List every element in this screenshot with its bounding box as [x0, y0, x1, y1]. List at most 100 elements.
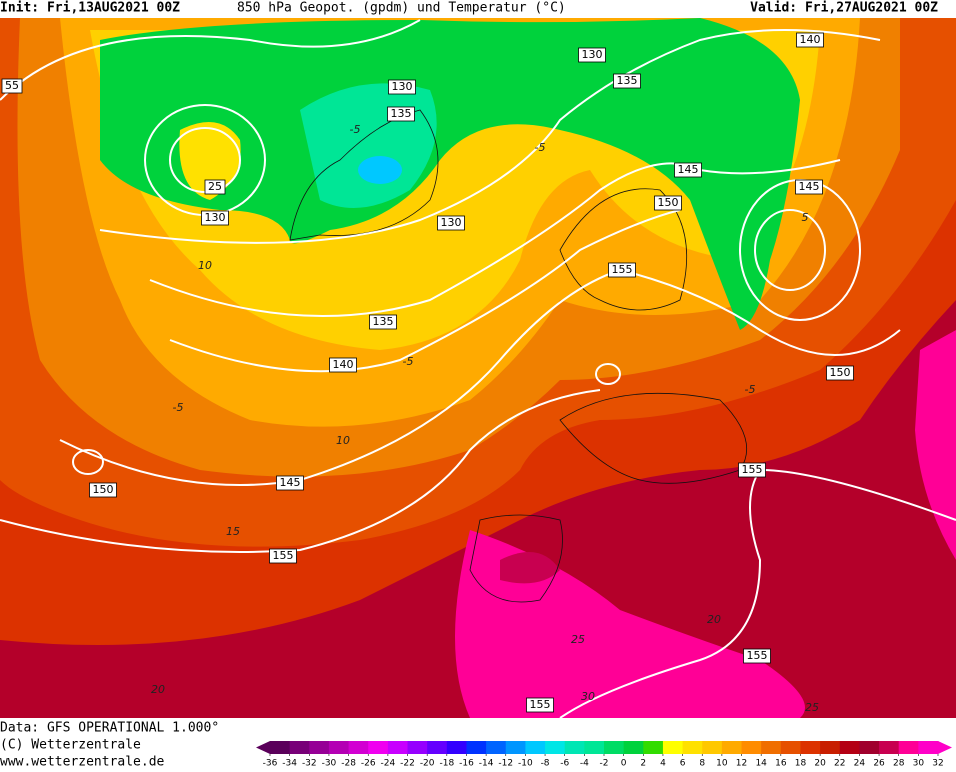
geopotential-label-box — [201, 210, 229, 226]
init-text: Init: Fri,13AUG2021 00Z — [0, 1, 180, 16]
colorbar-tick-label: -36 — [263, 759, 278, 769]
geopotential-label-box — [526, 697, 554, 713]
geopotential-label: 140 — [329, 357, 357, 373]
colorbar-box — [859, 741, 880, 754]
geopotential-label-text: 150 — [658, 196, 679, 209]
geopotential-label: 150 — [826, 365, 854, 381]
colorbar-tick-label: -16 — [459, 759, 474, 769]
geopotential-label-text: 135 — [617, 74, 638, 87]
geopotential-label-text: 155 — [747, 649, 768, 662]
geopotential-label: 145 — [795, 179, 823, 195]
colorbar-box — [662, 741, 684, 754]
colorbar-tick-label: 10 — [716, 759, 728, 769]
geopotential-label: 150 — [89, 482, 117, 498]
geopotential-label-box — [654, 195, 682, 211]
isohypse — [59, 268, 901, 486]
geopotential-label-text: 130 — [582, 48, 603, 61]
colorbar-tick-label: -2 — [600, 759, 609, 769]
geopotential-label-text: 155 — [530, 698, 551, 711]
geopotential-label: 155 — [269, 548, 297, 564]
geopotential-label: 130 — [437, 215, 465, 231]
geopotential-label: 155 — [738, 462, 766, 478]
isohypse — [559, 468, 956, 718]
isohypse — [0, 19, 421, 101]
colorbar-tick-label: -6 — [560, 759, 569, 769]
colorbar-tick-label: -14 — [479, 759, 494, 769]
colorbar-box — [270, 741, 291, 754]
colorbar-box — [348, 741, 369, 754]
geopotential-label: 130 — [578, 47, 606, 63]
geopotential-label-box — [387, 106, 415, 122]
temperature-label: 30 — [581, 690, 595, 703]
geopotential-label: 155 — [526, 697, 554, 713]
geopotential-label: 150 — [654, 195, 682, 211]
colorbar-box — [564, 741, 585, 754]
colorbar-tick-label: 6 — [680, 759, 686, 769]
valid-text: Valid: Fri,27AUG2021 00Z — [750, 1, 938, 16]
colorbar-box — [839, 741, 860, 754]
colorbar-box — [702, 741, 723, 754]
geopotential-label-text: 130 — [392, 80, 413, 93]
footer-data: Data: GFS OPERATIONAL 1.000° — [0, 721, 219, 736]
colorbar-tick-label: -28 — [341, 759, 356, 769]
temperature-label: 20 — [151, 683, 165, 696]
colorbar-box — [721, 741, 743, 754]
colorbar-tick-label: 28 — [893, 759, 905, 769]
colorbar-box — [643, 741, 664, 754]
isohypse — [149, 159, 841, 317]
colorbar-tick-label: 12 — [736, 759, 747, 769]
colorbar-box — [289, 741, 310, 754]
colorbar-box — [879, 741, 900, 754]
geopotential-label: 130 — [201, 210, 229, 226]
temperature-label: -5 — [350, 123, 361, 136]
colorbar-tick-label: -4 — [580, 759, 589, 769]
geopotential-label: 145 — [276, 475, 304, 491]
colorbar-box — [604, 741, 625, 754]
geopotential-label: 55 — [1, 78, 23, 94]
colorbar-box — [800, 741, 821, 754]
colorbar-box — [309, 741, 330, 754]
temperature-label: 25 — [571, 633, 585, 646]
geopotential-label-box — [578, 47, 606, 63]
colorbar-box — [780, 741, 801, 754]
colorbar-tick-label: -26 — [361, 759, 376, 769]
colorbar-tick-label: -22 — [400, 759, 415, 769]
colorbar-box — [328, 741, 350, 754]
geopotential-label-box — [826, 365, 854, 381]
geopotential-label: 135 — [387, 106, 415, 122]
temperature-label: 20 — [707, 613, 721, 626]
contour-labels: 55 130 140 135 130 135 145 145 25 130 130 150 155 135… — [1, 32, 854, 714]
colorbar-tick-label: -8 — [541, 759, 550, 769]
coastline-scandinavia — [559, 188, 688, 311]
colorbar-tick-label: -20 — [420, 759, 435, 769]
colorbar-box — [820, 741, 841, 754]
geopotential-label-box — [276, 475, 304, 491]
geopotential-label-text: 155 — [612, 263, 633, 276]
colorbar-arrow-high — [938, 741, 952, 754]
colorbar-tick-label: 20 — [814, 759, 826, 769]
map-title: 850 hPa Geopot. (gpdm) und Temperatur (°… — [237, 1, 566, 16]
map-field — [0, 18, 956, 718]
geopotential-label-text: 140 — [800, 33, 821, 46]
geopotential-label-box — [329, 357, 357, 373]
geopotential-label-text: 130 — [441, 216, 462, 229]
geopotential-label-box — [269, 548, 297, 564]
geopotential-label-text: 135 — [391, 107, 412, 120]
isohypse — [169, 209, 681, 373]
geopotential-label-text: 25 — [208, 180, 222, 193]
field-spain-core — [500, 552, 560, 584]
geopotential-label-box — [795, 179, 823, 195]
geopotential-label-text: 150 — [830, 366, 851, 379]
colorbar-tick-label: 30 — [913, 759, 925, 769]
field-cyan — [358, 156, 402, 184]
coastline-iberia — [469, 514, 563, 603]
geopotential-label-text: 135 — [373, 315, 394, 328]
colorbar-tick-label: -10 — [518, 759, 533, 769]
geopotential-label: 140 — [796, 32, 824, 48]
geopotential-label-text: 145 — [280, 476, 301, 489]
geopotential-label: 155 — [743, 648, 771, 664]
colorbar: -36 -34 -32 -30 -28 -26 -24 -22 -20 -18 -16 -14 -12-… — [256, 741, 952, 769]
temperature-label: 15 — [226, 525, 240, 538]
